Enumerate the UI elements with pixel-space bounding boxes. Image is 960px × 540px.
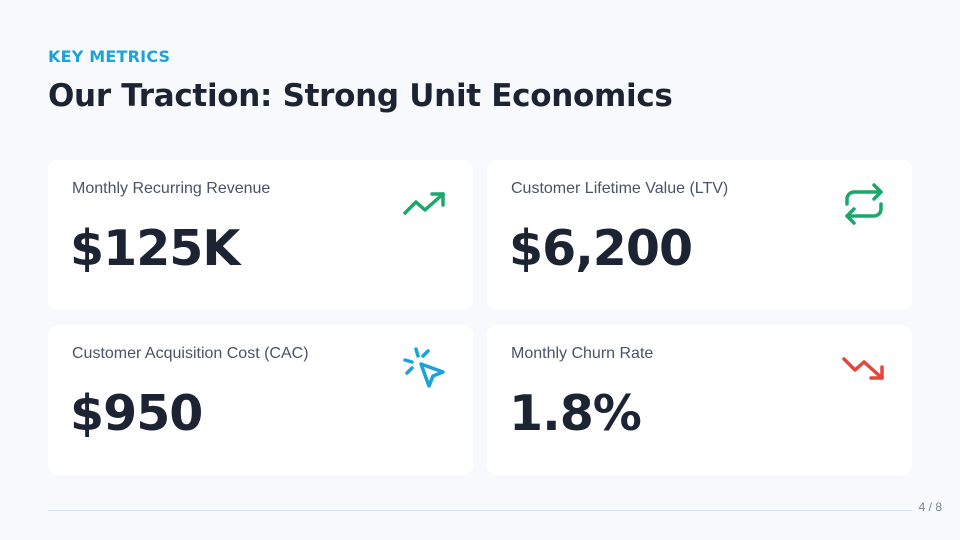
page-indicator: 4 / 8	[918, 500, 942, 514]
cursor-click-icon	[401, 345, 449, 393]
metric-label: Monthly Churn Rate	[511, 345, 654, 362]
metric-value: $125K	[70, 220, 240, 277]
section-eyebrow: KEY METRICS	[48, 47, 171, 66]
metric-label: Customer Acquisition Cost (CAC)	[72, 345, 309, 362]
metric-card-churn: Monthly Churn Rate 1.8%	[487, 325, 912, 475]
metric-label: Customer Lifetime Value (LTV)	[511, 180, 729, 197]
repeat-icon	[840, 180, 888, 228]
metric-value: $6,200	[509, 220, 693, 277]
metric-card-mrr: Monthly Recurring Revenue $125K	[48, 160, 473, 310]
page-title: Our Traction: Strong Unit Economics	[48, 78, 673, 114]
metric-label: Monthly Recurring Revenue	[72, 180, 271, 197]
metric-card-ltv: Customer Lifetime Value (LTV) $6,200	[487, 160, 912, 310]
trending-down-icon	[840, 345, 888, 393]
metric-value: 1.8%	[509, 385, 642, 442]
footer-divider	[48, 510, 912, 511]
trending-up-icon	[401, 180, 449, 228]
metric-value: $950	[70, 385, 203, 442]
metric-card-cac: Customer Acquisition Cost (CAC) $950	[48, 325, 473, 475]
